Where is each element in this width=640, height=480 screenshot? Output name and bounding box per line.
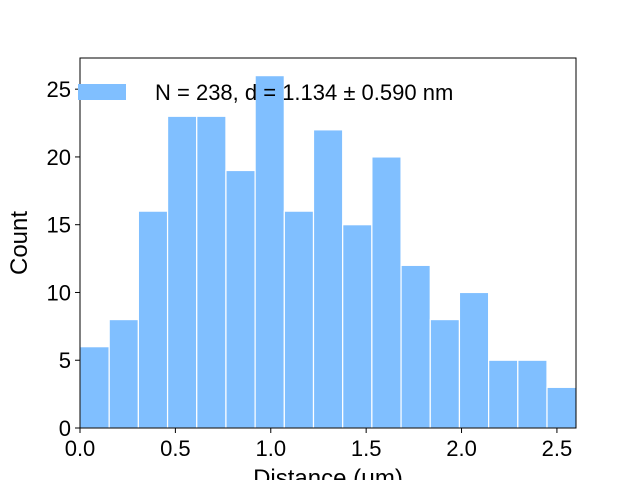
histogram-bar xyxy=(429,318,461,429)
x-tick-label: 0.5 xyxy=(160,436,191,461)
y-tick-label: 10 xyxy=(47,280,71,305)
histogram-bar xyxy=(166,115,198,429)
histogram-bar xyxy=(517,359,548,429)
histogram-bar xyxy=(137,210,169,429)
histogram-bar xyxy=(196,115,227,429)
y-tick-label: 15 xyxy=(47,213,71,238)
x-axis-label: Distance (μm) xyxy=(253,465,403,480)
legend-entry-label: N = 238, d = 1.134 ± 0.590 nm xyxy=(155,80,453,105)
y-tick-label: 25 xyxy=(47,77,71,102)
y-ticks: 0 5 10 15 20 25 xyxy=(47,77,80,441)
x-tick-label: 2.5 xyxy=(542,436,573,461)
x-tick-label: 2.0 xyxy=(446,436,477,461)
histogram-bar xyxy=(458,291,490,429)
x-tick-label: 1.0 xyxy=(255,436,286,461)
histogram-bar xyxy=(79,346,110,429)
y-axis-label: Count xyxy=(6,211,33,275)
histogram-bar xyxy=(546,386,577,429)
axes-frame xyxy=(79,57,577,429)
histogram-bar xyxy=(283,210,315,429)
histogram-bar xyxy=(312,129,344,429)
histogram-bar xyxy=(371,156,402,429)
y-tick-label: 0 xyxy=(59,416,71,441)
histogram-bar xyxy=(488,359,519,429)
histogram-bar xyxy=(400,264,431,429)
legend: N = 238, d = 1.134 ± 0.590 nm xyxy=(78,80,453,105)
y-tick-label: 5 xyxy=(59,348,71,373)
histogram-bar xyxy=(108,318,139,429)
bars-group xyxy=(79,75,577,429)
legend-swatch xyxy=(78,84,126,100)
y-tick-label: 20 xyxy=(47,145,71,170)
histogram-bar xyxy=(225,169,256,429)
x-tick-label: 1.5 xyxy=(351,436,382,461)
histogram-bar xyxy=(254,75,285,429)
x-ticks: 0.0 0.5 1.0 1.5 2.0 2.5 xyxy=(65,428,573,461)
x-tick-label: 0.0 xyxy=(65,436,96,461)
histogram-bar xyxy=(342,224,373,429)
